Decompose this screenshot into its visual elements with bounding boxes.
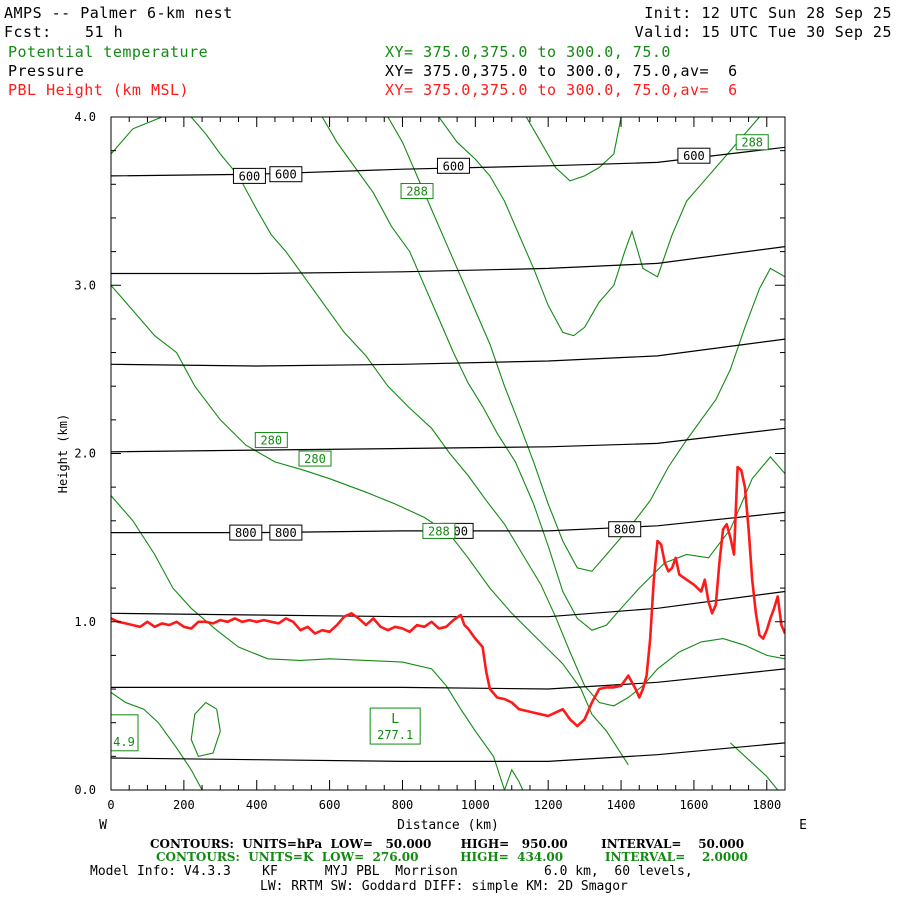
svg-text:800: 800 <box>614 523 636 537</box>
theta-contour-9 <box>190 702 221 758</box>
field-theta-xy: XY= 375.0,375.0 to 300.0, 75.0 <box>385 43 671 61</box>
x-axis-label: Distance (km) <box>397 818 499 833</box>
init-time: Init: 12 UTC Sun 28 Sep 25 <box>644 4 892 22</box>
pressure-label-0: 600 <box>232 167 266 184</box>
theta-contour-8 <box>525 117 622 182</box>
x-tick-label: 1000 <box>461 798 490 812</box>
valid-time: Valid: 15 UTC Tue 30 Sep 25 <box>634 23 892 41</box>
edge-theta-label: 4.9 <box>110 714 139 752</box>
svg-text:600: 600 <box>275 168 297 182</box>
theta-label-2: 280 <box>254 432 288 449</box>
y-tick-label: 3.0 <box>74 278 96 292</box>
theta-contour-3 <box>111 691 203 790</box>
pressure-label-7: 800 <box>608 521 642 538</box>
forecast-hour: 51 h <box>85 23 124 41</box>
forecast-label: Fcst: <box>4 23 52 41</box>
theta-contour-4 <box>190 117 785 707</box>
svg-text:4.9: 4.9 <box>113 735 135 749</box>
footer-model-info: Model Info: V4.3.3 KF MYJ PBL Morrison 6… <box>90 864 693 879</box>
field-theta-name: Potential temperature <box>8 43 209 61</box>
axes: 0 200 400 600 800 1000 1200 1400 1600 1800 0.0 1.0 2… <box>56 110 807 833</box>
east-label: E <box>799 818 807 833</box>
pressure-label-2: 600 <box>436 157 470 174</box>
svg-text:600: 600 <box>683 149 705 163</box>
svg-text:800: 800 <box>235 526 257 540</box>
x-tick-label: 400 <box>246 798 268 812</box>
x-tick-label: 0 <box>107 798 114 812</box>
theta-contour-0 <box>111 117 163 155</box>
svg-text:280: 280 <box>304 452 326 466</box>
pressure-contour-900 <box>111 742 785 762</box>
x-tick-label: 1800 <box>752 798 781 812</box>
pressure-label-5: 800 <box>269 524 303 541</box>
y-tick-label: 4.0 <box>74 110 96 124</box>
footer-theta-contours: CONTOURS: UNITS=K LOW= 276.00 HIGH= 434.… <box>156 850 748 864</box>
pressure-label-3: 600 <box>677 147 711 164</box>
pressure-label-4: 800 <box>229 524 263 541</box>
x-tick-label: 200 <box>173 798 195 812</box>
chart-title: AMPS -- Palmer 6-km nest <box>4 4 233 22</box>
svg-text:288: 288 <box>428 524 450 538</box>
y-tick-label: 2.0 <box>74 447 96 461</box>
west-label: W <box>99 818 107 833</box>
field-pbl-name: PBL Height (km MSL) <box>8 81 190 99</box>
theta-contour-5 <box>321 117 785 631</box>
svg-text:280: 280 <box>260 434 282 448</box>
pressure-label-1: 600 <box>269 166 303 183</box>
theta-contour-2 <box>111 495 506 790</box>
pbl-height-line <box>111 465 785 728</box>
theta-contour-7 <box>438 117 760 337</box>
svg-text:600: 600 <box>443 159 465 173</box>
pressure-contour-700 <box>111 427 785 453</box>
field-pressure-name: Pressure <box>8 62 85 80</box>
pressure-contour-650 <box>111 338 785 367</box>
x-tick-label: 1200 <box>534 798 563 812</box>
x-tick-label: 600 <box>319 798 341 812</box>
theta-contour-1 <box>111 284 629 766</box>
footer-physics: LW: RRTM SW: Goddard DIFF: simple KM: 2D… <box>260 879 628 894</box>
x-tick-label: 1400 <box>607 798 636 812</box>
field-pressure-xy: XY= 375.0,375.0 to 300.0, 75.0,av= 6 <box>385 62 738 80</box>
svg-text:800: 800 <box>275 526 297 540</box>
footer-pressure-contours: CONTOURS: UNITS=hPa LOW= 50.000 HIGH= 95… <box>150 837 745 851</box>
theta-contours <box>111 117 785 790</box>
pressure-contour-800 <box>111 590 785 618</box>
y-tick-label: 0.0 <box>74 783 96 797</box>
x-tick-label: 1600 <box>679 798 708 812</box>
y-axis-label: Height (km) <box>56 414 70 493</box>
theta-contour-6 <box>387 117 785 572</box>
theta-label-1: 288 <box>735 134 769 151</box>
svg-text:288: 288 <box>741 136 763 150</box>
theta-label-4: 288 <box>422 522 456 539</box>
low-value: 277.1 <box>377 728 413 742</box>
pbl-height-series <box>111 465 785 728</box>
svg-text:288: 288 <box>406 185 428 199</box>
theta-label-3: 280 <box>298 450 332 467</box>
pressure-contour-850 <box>111 668 785 690</box>
y-tick-label: 1.0 <box>74 615 96 629</box>
pressure-contours <box>111 146 785 762</box>
theta-contour-10 <box>503 768 524 790</box>
theta-label-0: 288 <box>400 183 434 200</box>
svg-text:600: 600 <box>239 169 261 183</box>
theta-contour-11 <box>730 742 779 790</box>
low-letter: L <box>391 712 399 727</box>
field-pbl-xy: XY= 375.0,375.0 to 300.0, 75.0,av= 6 <box>385 81 738 99</box>
x-tick-label: 800 <box>392 798 414 812</box>
pressure-contour-600 <box>111 246 785 275</box>
